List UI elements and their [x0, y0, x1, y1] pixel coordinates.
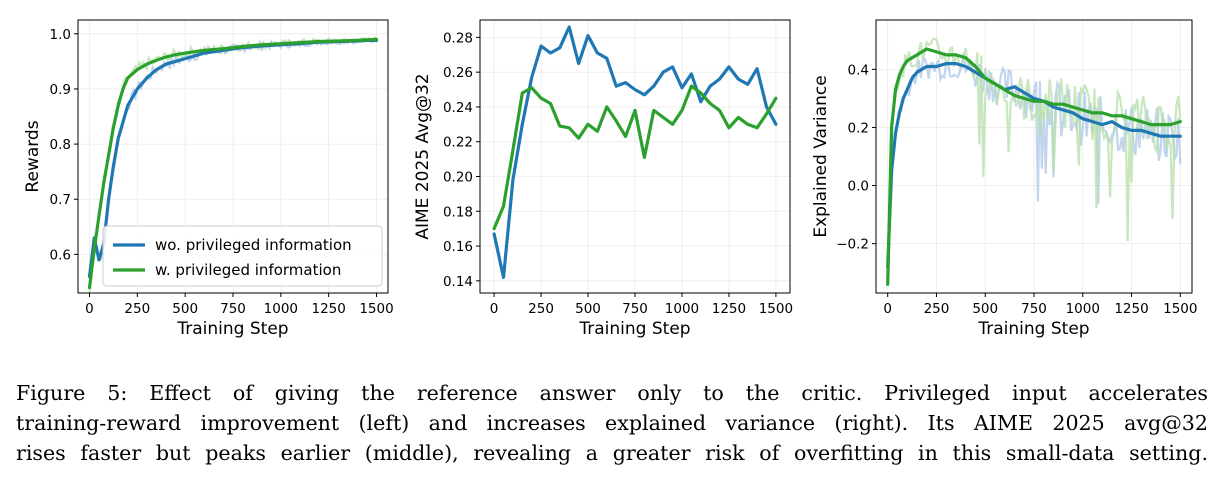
legend-label-1: wo. privileged information — [155, 236, 352, 254]
y-tick-label: 0.8 — [50, 137, 71, 153]
y-axis-label: Explained Variance — [811, 75, 831, 237]
y-tick-label: 0.26 — [443, 65, 473, 81]
y-tick-label: 0.20 — [443, 169, 473, 185]
x-tick-label: 750 — [622, 301, 648, 317]
x-tick-label: 1500 — [1163, 301, 1197, 317]
x-tick-label: 750 — [220, 301, 246, 317]
series-noise-trace-2 — [886, 37, 1182, 283]
y-axis-label: AIME 2025 Avg@32 — [413, 73, 433, 239]
x-tick-label: 1000 — [665, 301, 699, 317]
x-tick-label: 1250 — [1114, 301, 1148, 317]
y-tick-label: 0.24 — [443, 100, 473, 116]
figure-caption: Figure 5: Effect of giving the reference… — [16, 378, 1208, 468]
x-tick-label: 1250 — [712, 301, 746, 317]
y-tick-label: 0.22 — [443, 135, 473, 151]
x-tick-label: 500 — [575, 301, 601, 317]
y-tick-label: 0.2 — [848, 120, 869, 136]
series-line-1 — [886, 62, 1182, 269]
series-line-2 — [87, 37, 379, 290]
legend-label-2: w. privileged information — [155, 261, 341, 279]
x-tick-label: 0 — [490, 301, 499, 317]
series-line-2 — [492, 84, 778, 231]
y-tick-label: 0.0 — [848, 179, 869, 195]
chart-panel-3: 0 250 500 750 1000 1250 1500 −0.2 0.0 0.2 0.4 Train… — [811, 19, 1197, 339]
plot-area — [492, 25, 778, 279]
y-tick-label: 1.0 — [50, 27, 71, 43]
y-tick-label: 0.4 — [848, 62, 869, 78]
caption-line-1: Figure 5: Effect of giving the reference… — [16, 381, 1208, 405]
figure-panels: 0 250 500 750 1000 1250 1500 0.6 0.7 0.8 0.9 1.0 Tra… — [23, 19, 1197, 339]
x-tick-label: 1000 — [264, 301, 298, 317]
x-tick-label: 0 — [883, 301, 892, 317]
charts-svg: 0 250 500 750 1000 1250 1500 0.6 0.7 0.8 0.9 1.0 Tra… — [23, 19, 1197, 339]
series-line-1 — [492, 25, 778, 279]
y-tick-label: 0.18 — [443, 204, 473, 220]
plot-area — [886, 37, 1182, 286]
legend: wo. privileged information w. privileged … — [102, 225, 383, 287]
x-tick-label: 500 — [172, 301, 198, 317]
y-tick-label: 0.28 — [443, 30, 473, 46]
x-tick-label: 1000 — [1066, 301, 1100, 317]
x-axis-label: Training Step — [578, 319, 690, 339]
x-tick-label: 500 — [972, 301, 998, 317]
x-tick-label: 250 — [924, 301, 950, 317]
caption-line-3: rises faster but peaks earlier (middle),… — [16, 441, 1208, 465]
x-tick-label: 1250 — [311, 301, 345, 317]
x-tick-label: 250 — [528, 301, 554, 317]
chart-panel-2: 0 250 500 750 1000 1250 1500 0.14 0.16 0.18 0.20 0.… — [413, 19, 793, 339]
x-tick-label: 250 — [124, 301, 150, 317]
plot-area — [87, 35, 379, 293]
y-tick-label: 0.14 — [443, 274, 473, 290]
series-noise-trace-1 — [886, 52, 1182, 272]
y-tick-label: 0.6 — [50, 247, 71, 263]
legend-box — [102, 225, 383, 287]
y-tick-label: 0.16 — [443, 239, 473, 255]
chart-panel-1: 0 250 500 750 1000 1250 1500 0.6 0.7 0.8 0.9 1.0 Tra… — [23, 19, 394, 339]
x-tick-label: 0 — [85, 301, 94, 317]
y-tick-label: −0.2 — [836, 237, 869, 253]
y-tick-label: 0.9 — [50, 82, 71, 98]
y-axis-label: Rewards — [23, 120, 43, 192]
x-tick-label: 750 — [1021, 301, 1047, 317]
x-tick-label: 1500 — [759, 301, 793, 317]
series-line-2 — [886, 47, 1182, 286]
caption-line-2: training-reward improvement (left) and i… — [16, 411, 1208, 435]
y-tick-label: 0.7 — [50, 192, 71, 208]
x-tick-label: 1500 — [359, 301, 393, 317]
x-axis-label: Training Step — [977, 319, 1089, 339]
x-axis-label: Training Step — [176, 319, 288, 339]
